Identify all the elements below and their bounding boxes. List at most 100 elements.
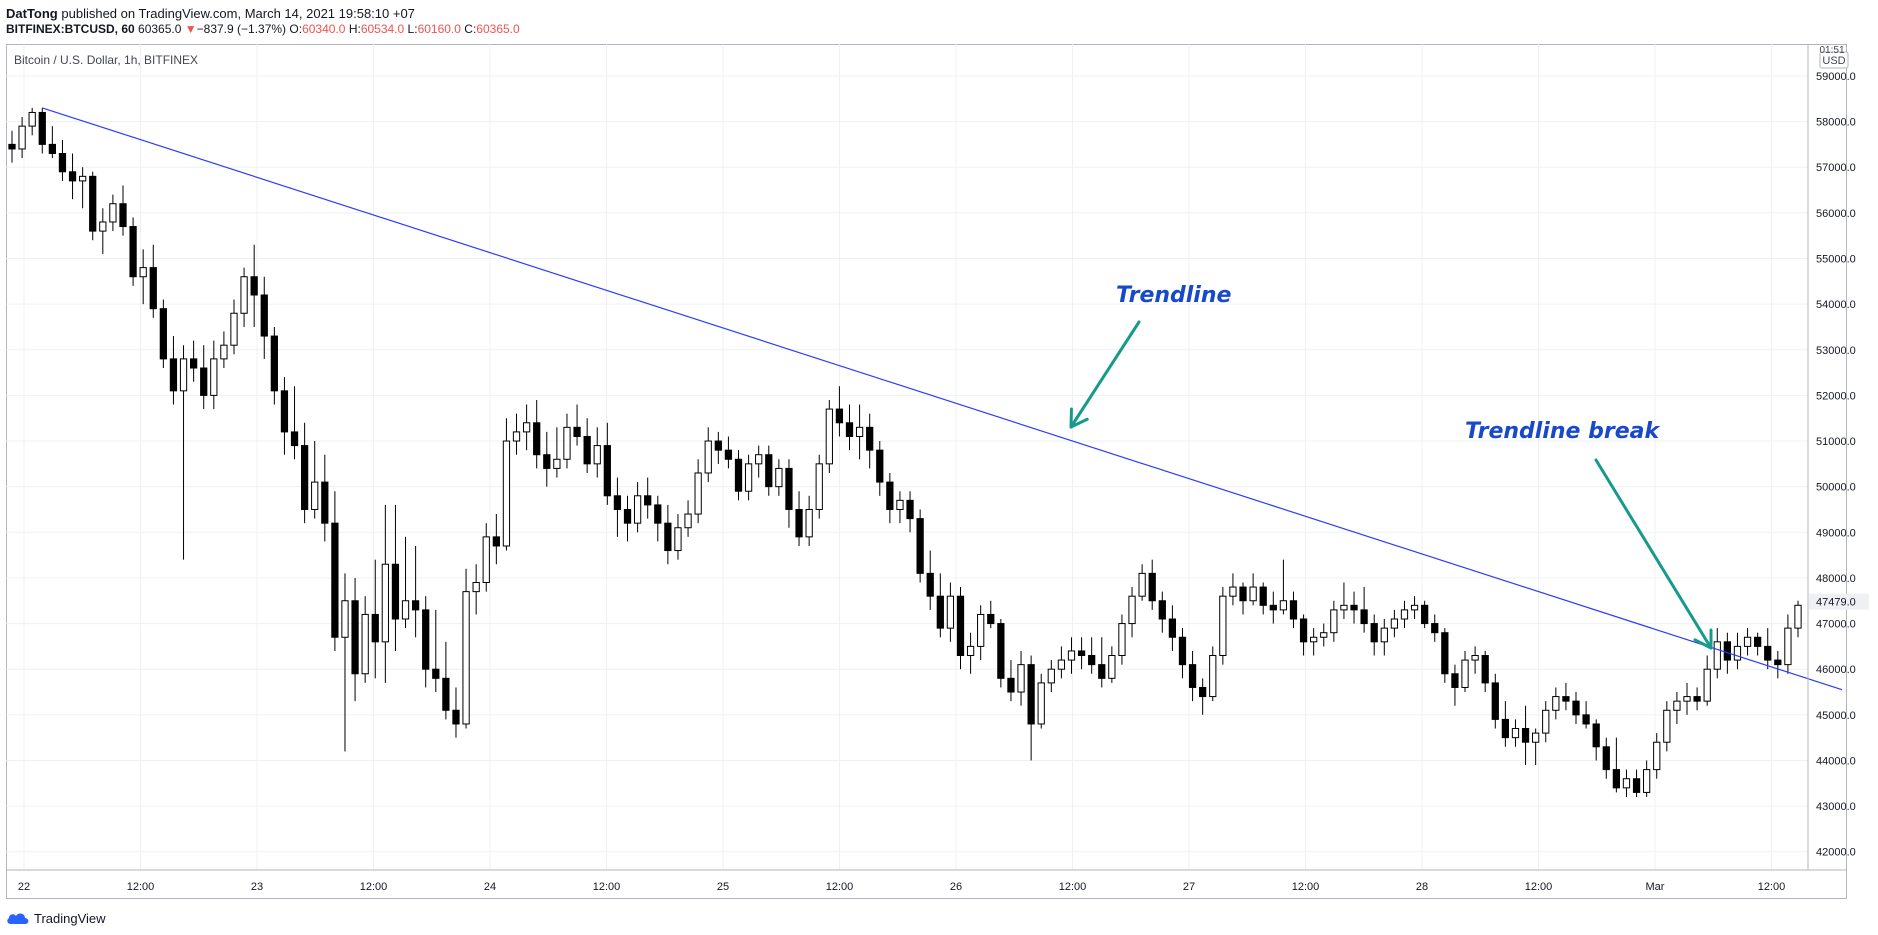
candle-body-down [432, 668, 440, 679]
candle-body-up [1380, 627, 1388, 643]
x-tick-label: 12:00 [1292, 881, 1320, 893]
candle-body-up [1713, 641, 1721, 670]
candle-body-down [603, 445, 611, 497]
candle-body-up [361, 613, 369, 675]
candle-body-down [1239, 586, 1247, 602]
candle [522, 404, 531, 451]
currency-badge[interactable] [1819, 51, 1849, 69]
chart-frame [6, 44, 1847, 899]
x-tick-label: 12:00 [593, 881, 621, 893]
candle-body-up [1400, 609, 1409, 620]
candle-body-down [119, 203, 127, 228]
candle-body-down [1582, 714, 1590, 725]
candle-body-down [331, 522, 339, 638]
candle-body-down [129, 226, 137, 278]
candle [734, 450, 743, 501]
candle [876, 441, 884, 496]
candle-body-down [1178, 636, 1187, 666]
candle-body-down [987, 613, 995, 625]
candle [1542, 701, 1550, 743]
candle-body-down [1764, 645, 1772, 661]
candle [452, 687, 460, 738]
candle [109, 194, 117, 232]
candle-body-down [583, 435, 591, 465]
candle [1067, 637, 1076, 674]
candle [593, 427, 601, 478]
candle [785, 459, 793, 528]
ohlc-legend: BITFINEX:BTCUSD, 60 60365.0 ▼−837.9 (−1.… [6, 22, 520, 36]
y-tick-label: 54000.0 [1816, 299, 1856, 311]
candle-body-down [1188, 664, 1197, 688]
candle-body-up [1229, 586, 1237, 597]
candle-body-down [1007, 677, 1015, 693]
open-value: 60340.0 [302, 22, 346, 36]
candle [1229, 573, 1237, 606]
candle [1653, 733, 1661, 779]
candle [1320, 623, 1328, 647]
candle [795, 491, 803, 546]
candle [1511, 719, 1520, 747]
candle [1451, 664, 1459, 706]
candle [1077, 637, 1086, 670]
candle-body-down [189, 358, 198, 369]
candle [1774, 650, 1782, 679]
candle [1673, 692, 1681, 724]
x-tick-label: 12:00 [1059, 881, 1087, 893]
candle [311, 441, 319, 519]
candle [1491, 673, 1499, 729]
candle-body-down [290, 431, 299, 447]
y-tick-label: 43000.0 [1816, 801, 1856, 813]
candle [956, 587, 965, 670]
candle [1259, 582, 1267, 615]
candle [260, 276, 268, 359]
candle [1380, 619, 1388, 656]
x-tick-label: 12:00 [1525, 881, 1553, 893]
candle-body-down [1441, 632, 1449, 675]
candle [603, 422, 611, 505]
candle [482, 523, 490, 592]
candle [583, 418, 591, 473]
tradingview-brand: TradingView [34, 910, 106, 926]
candle [502, 418, 511, 551]
candle-body-up [674, 527, 682, 552]
candle-body-up [563, 426, 571, 460]
candle [936, 573, 944, 638]
candle-body-down [250, 276, 258, 296]
author-name[interactable]: DatTong [6, 6, 58, 21]
high-label: H: [348, 22, 361, 36]
candle-body-up [1794, 604, 1802, 629]
candle-body-down [1632, 778, 1641, 793]
low-label: L: [407, 22, 418, 36]
candle-body-down [1350, 604, 1358, 611]
trendline-arrow-icon [1069, 320, 1141, 429]
candle-body-down [765, 454, 773, 488]
candle [411, 545, 420, 638]
open-label: O: [289, 22, 303, 36]
candle [1713, 628, 1721, 679]
candle-body-up [1532, 732, 1540, 743]
candle [89, 171, 97, 241]
candle [946, 582, 955, 642]
chart-title: Bitcoin / U.S. Dollar, 1h, BITFINEX [14, 53, 199, 67]
tradingview-logo[interactable]: TradingView [6, 908, 106, 928]
candle [1602, 737, 1610, 779]
candle [1622, 769, 1631, 797]
candle-body-up [230, 312, 238, 346]
candle-body-up [1017, 664, 1025, 693]
y-tick-label: 53000.0 [1816, 345, 1856, 357]
trendline-annotation-label: Trendline [1116, 283, 1232, 308]
candle [200, 345, 208, 410]
candle-body-down [1259, 586, 1267, 606]
trendline[interactable] [42, 107, 1843, 691]
candle-body-down [956, 595, 965, 657]
candle-body-up [553, 458, 561, 469]
candle [1239, 582, 1247, 615]
candle [1310, 628, 1318, 656]
candle-body-up [401, 600, 410, 620]
candle-body-down [886, 481, 894, 510]
candle-body-down [1602, 746, 1610, 771]
candle [1592, 719, 1600, 761]
trendline-layer [42, 107, 1843, 691]
x-tick-label: 12:00 [1758, 881, 1786, 893]
